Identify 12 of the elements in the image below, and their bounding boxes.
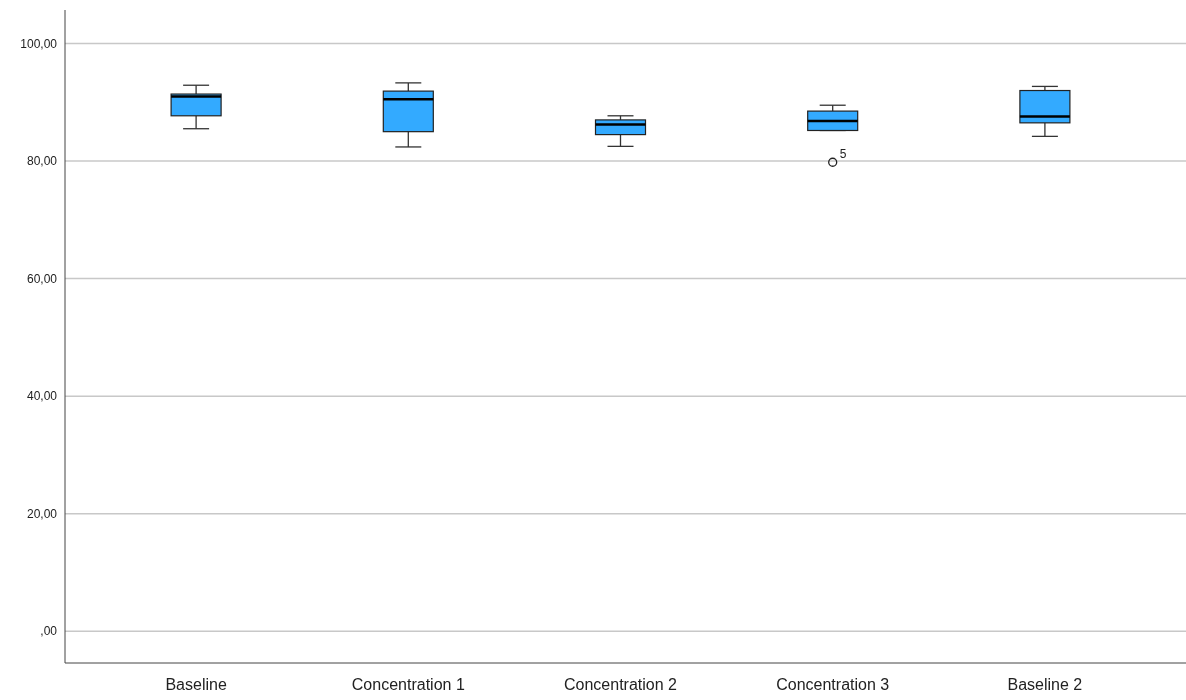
x-tick-label: Baseline xyxy=(165,676,227,693)
y-tick-label: 100,00 xyxy=(20,36,58,51)
x-tick-label: Baseline 2 xyxy=(1007,676,1083,693)
annotation: 5 xyxy=(839,147,847,162)
x-tick-label: Concentration 2 xyxy=(564,676,678,693)
y-tick-label: 60,00 xyxy=(26,271,58,286)
y-tick-label: 20,00 xyxy=(26,506,58,521)
x-tick-label: Concentration 1 xyxy=(351,676,465,693)
x-tick-label: Concentration 3 xyxy=(776,676,890,693)
y-tick-label: ,00 xyxy=(40,624,58,639)
y-tick-label: 80,00 xyxy=(26,154,58,169)
y-tick-label: 40,00 xyxy=(26,389,58,404)
